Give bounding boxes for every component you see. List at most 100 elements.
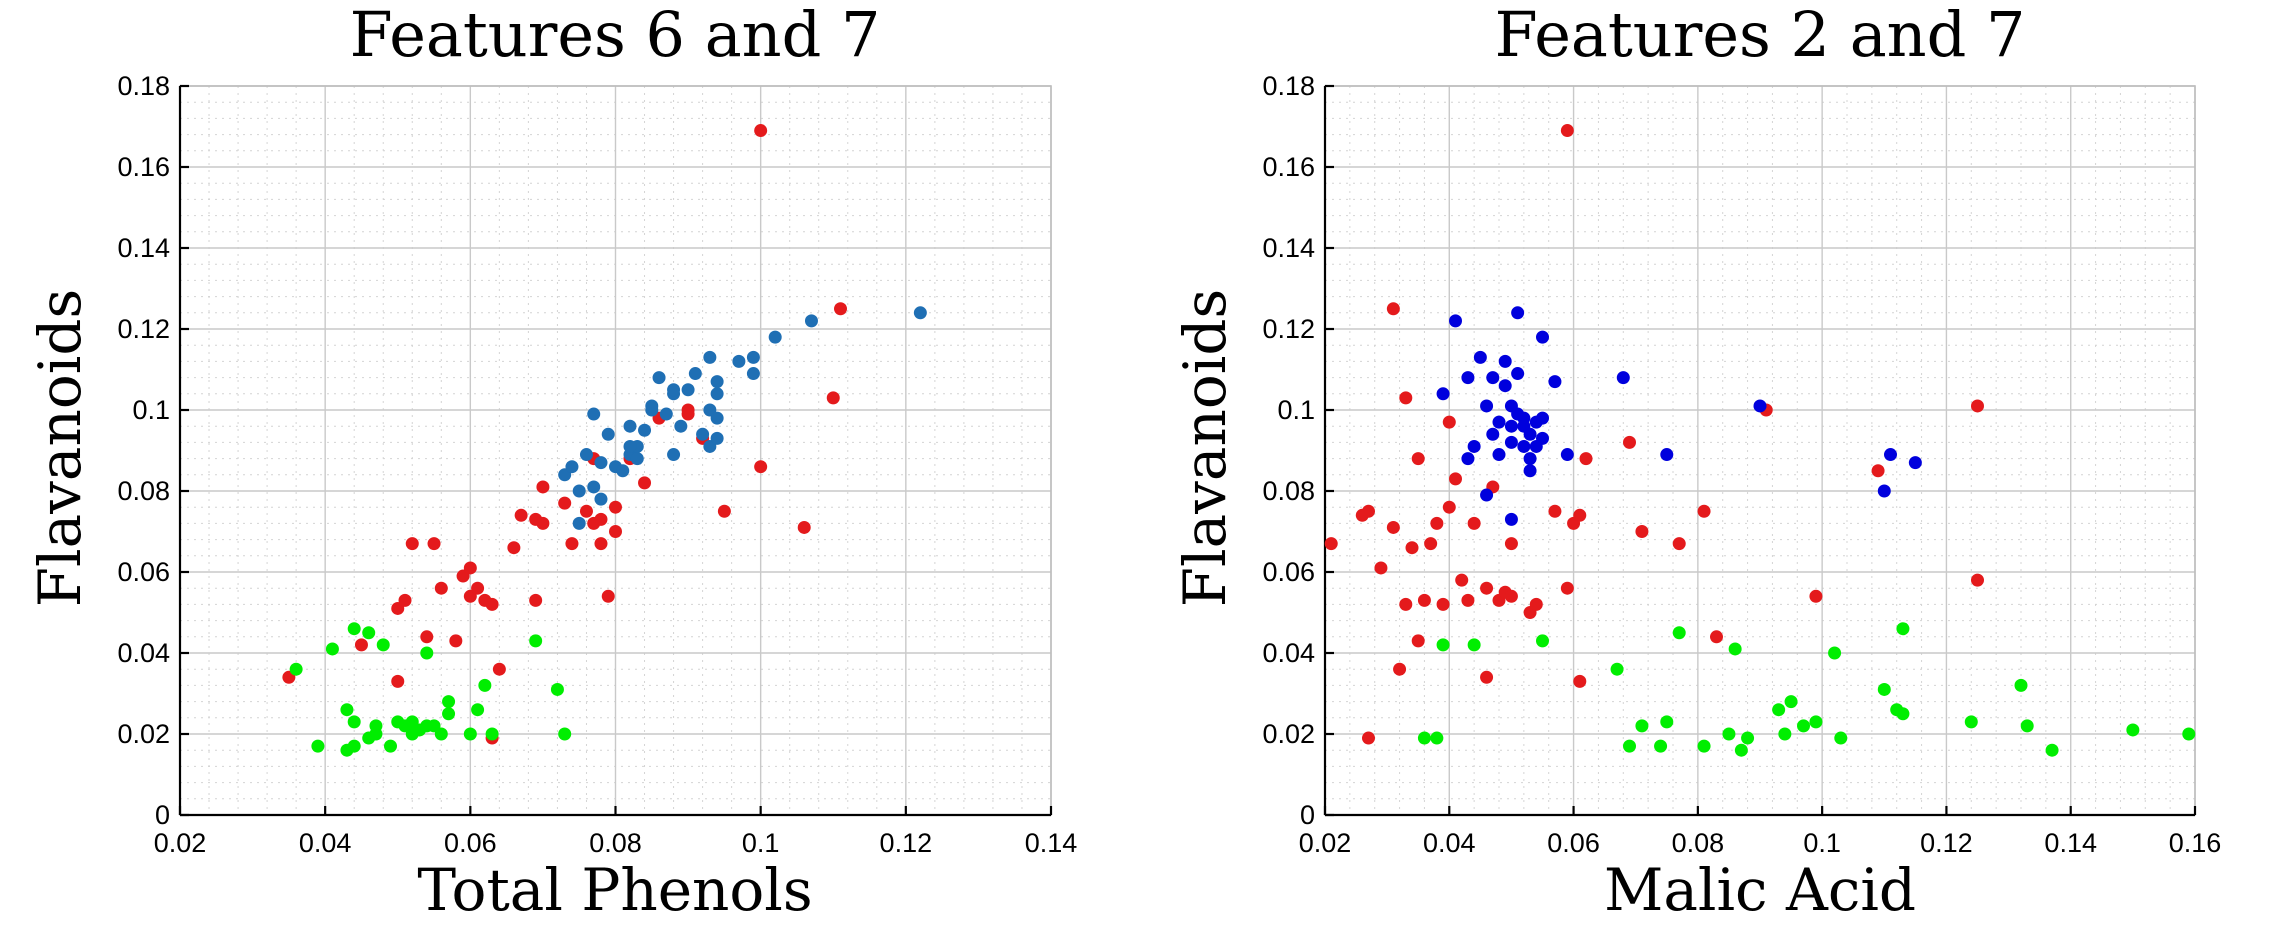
data-point: [1405, 541, 1419, 555]
data-point: [449, 634, 463, 648]
y-tick-label: 0: [1300, 800, 1315, 830]
data-point: [1504, 589, 1518, 603]
data-point: [340, 703, 354, 717]
data-point: [1660, 448, 1674, 462]
x-tick-label: 0.1: [742, 828, 780, 858]
x-tick-label: 0.14: [2044, 828, 2097, 858]
data-point: [398, 593, 412, 607]
data-point: [1511, 306, 1525, 320]
data-point: [1492, 448, 1506, 462]
data-point: [609, 525, 622, 538]
data-point: [1660, 715, 1674, 729]
x-tick-label: 0.04: [1423, 828, 1476, 858]
data-point: [478, 678, 492, 692]
data-point: [681, 407, 695, 421]
data-point: [558, 727, 572, 741]
data-point: [1393, 662, 1407, 676]
tick-labels: 0.02 0.04 0.06 0.08 0.1 0.12 0.14 0.1600.020.04…: [1262, 71, 2221, 858]
data-point: [1504, 435, 1518, 449]
data-point: [1635, 719, 1649, 733]
data-point: [732, 354, 746, 368]
y-tick-label: 0.14: [1262, 233, 1315, 263]
data-point: [579, 504, 593, 518]
x-tick-label: 0.12: [1920, 828, 1973, 858]
x-tick-label: 0.06: [1547, 828, 1600, 858]
series-2: [1436, 306, 1922, 526]
data-point: [492, 662, 506, 676]
data-point: [1797, 719, 1810, 733]
data-point: [703, 350, 717, 364]
data-point: [1324, 537, 1338, 551]
grid: [178, 85, 1052, 817]
data-point: [376, 638, 390, 652]
data-point: [2014, 678, 2028, 692]
data-point: [594, 512, 608, 526]
data-point: [471, 581, 485, 595]
data-point: [405, 537, 419, 551]
data-point: [609, 500, 622, 514]
data-point: [463, 561, 477, 575]
data-point: [1436, 597, 1450, 611]
grid: [1323, 85, 2196, 817]
tick-labels: 0.02 0.04 0.06 0.08 0.1 0.12 0.1400.020.040.06…: [117, 71, 1077, 858]
data-point: [565, 537, 579, 551]
data-point: [1548, 504, 1562, 518]
data-point: [746, 350, 760, 364]
chart-title: Features 2 and 7: [1495, 0, 2026, 71]
y-tick-label: 0.18: [117, 71, 170, 101]
data-point: [1523, 464, 1537, 478]
chart-title: Features 6 and 7: [350, 0, 881, 71]
data-point: [507, 541, 521, 555]
data-point: [710, 431, 724, 445]
data-point: [630, 452, 644, 466]
data-point: [826, 391, 840, 405]
data-point: [1560, 448, 1574, 462]
data-point: [1784, 695, 1798, 709]
data-point: [1710, 630, 1723, 644]
data-point: [1573, 508, 1587, 522]
y-tick-label: 0.14: [117, 233, 170, 263]
data-point: [427, 537, 441, 551]
data-points: [1324, 124, 2196, 757]
data-point: [667, 448, 681, 462]
data-point: [1386, 302, 1400, 316]
data-point: [1436, 638, 1450, 652]
data-point: [347, 622, 361, 636]
data-point: [1896, 622, 1910, 636]
data-point: [529, 634, 543, 648]
data-point: [594, 492, 608, 506]
data-point: [1529, 597, 1543, 611]
data-point: [710, 411, 724, 425]
data-point: [1417, 593, 1431, 607]
data-point: [674, 419, 688, 433]
x-tick-label: 0.14: [1025, 828, 1078, 858]
data-point: [1778, 727, 1792, 741]
data-point: [1809, 715, 1823, 729]
data-point: [565, 460, 579, 474]
data-point: [514, 508, 528, 522]
data-point: [1579, 452, 1593, 466]
y-tick-label: 0.02: [117, 719, 170, 749]
data-point: [1517, 439, 1531, 453]
data-point: [710, 387, 724, 401]
data-point: [1828, 646, 1842, 660]
data-point: [420, 630, 434, 644]
data-point: [434, 581, 448, 595]
data-point: [1480, 399, 1494, 413]
data-point: [1467, 638, 1481, 652]
data-point: [311, 739, 325, 753]
y-tick-label: 0.1: [132, 395, 170, 425]
data-point: [681, 383, 695, 397]
y-tick-label: 0.1: [1277, 395, 1315, 425]
data-point: [572, 516, 586, 530]
series-0: [282, 124, 848, 745]
data-point: [1697, 504, 1711, 518]
y-axis-label: Flavanoids: [26, 289, 94, 607]
data-point: [1536, 431, 1549, 445]
y-tick-label: 0.16: [117, 152, 170, 182]
data-point: [1486, 427, 1500, 441]
y-tick-label: 0: [155, 800, 170, 830]
plot-box: [1324, 85, 2196, 816]
data-point: [1455, 573, 1469, 587]
data-point: [1467, 516, 1481, 530]
